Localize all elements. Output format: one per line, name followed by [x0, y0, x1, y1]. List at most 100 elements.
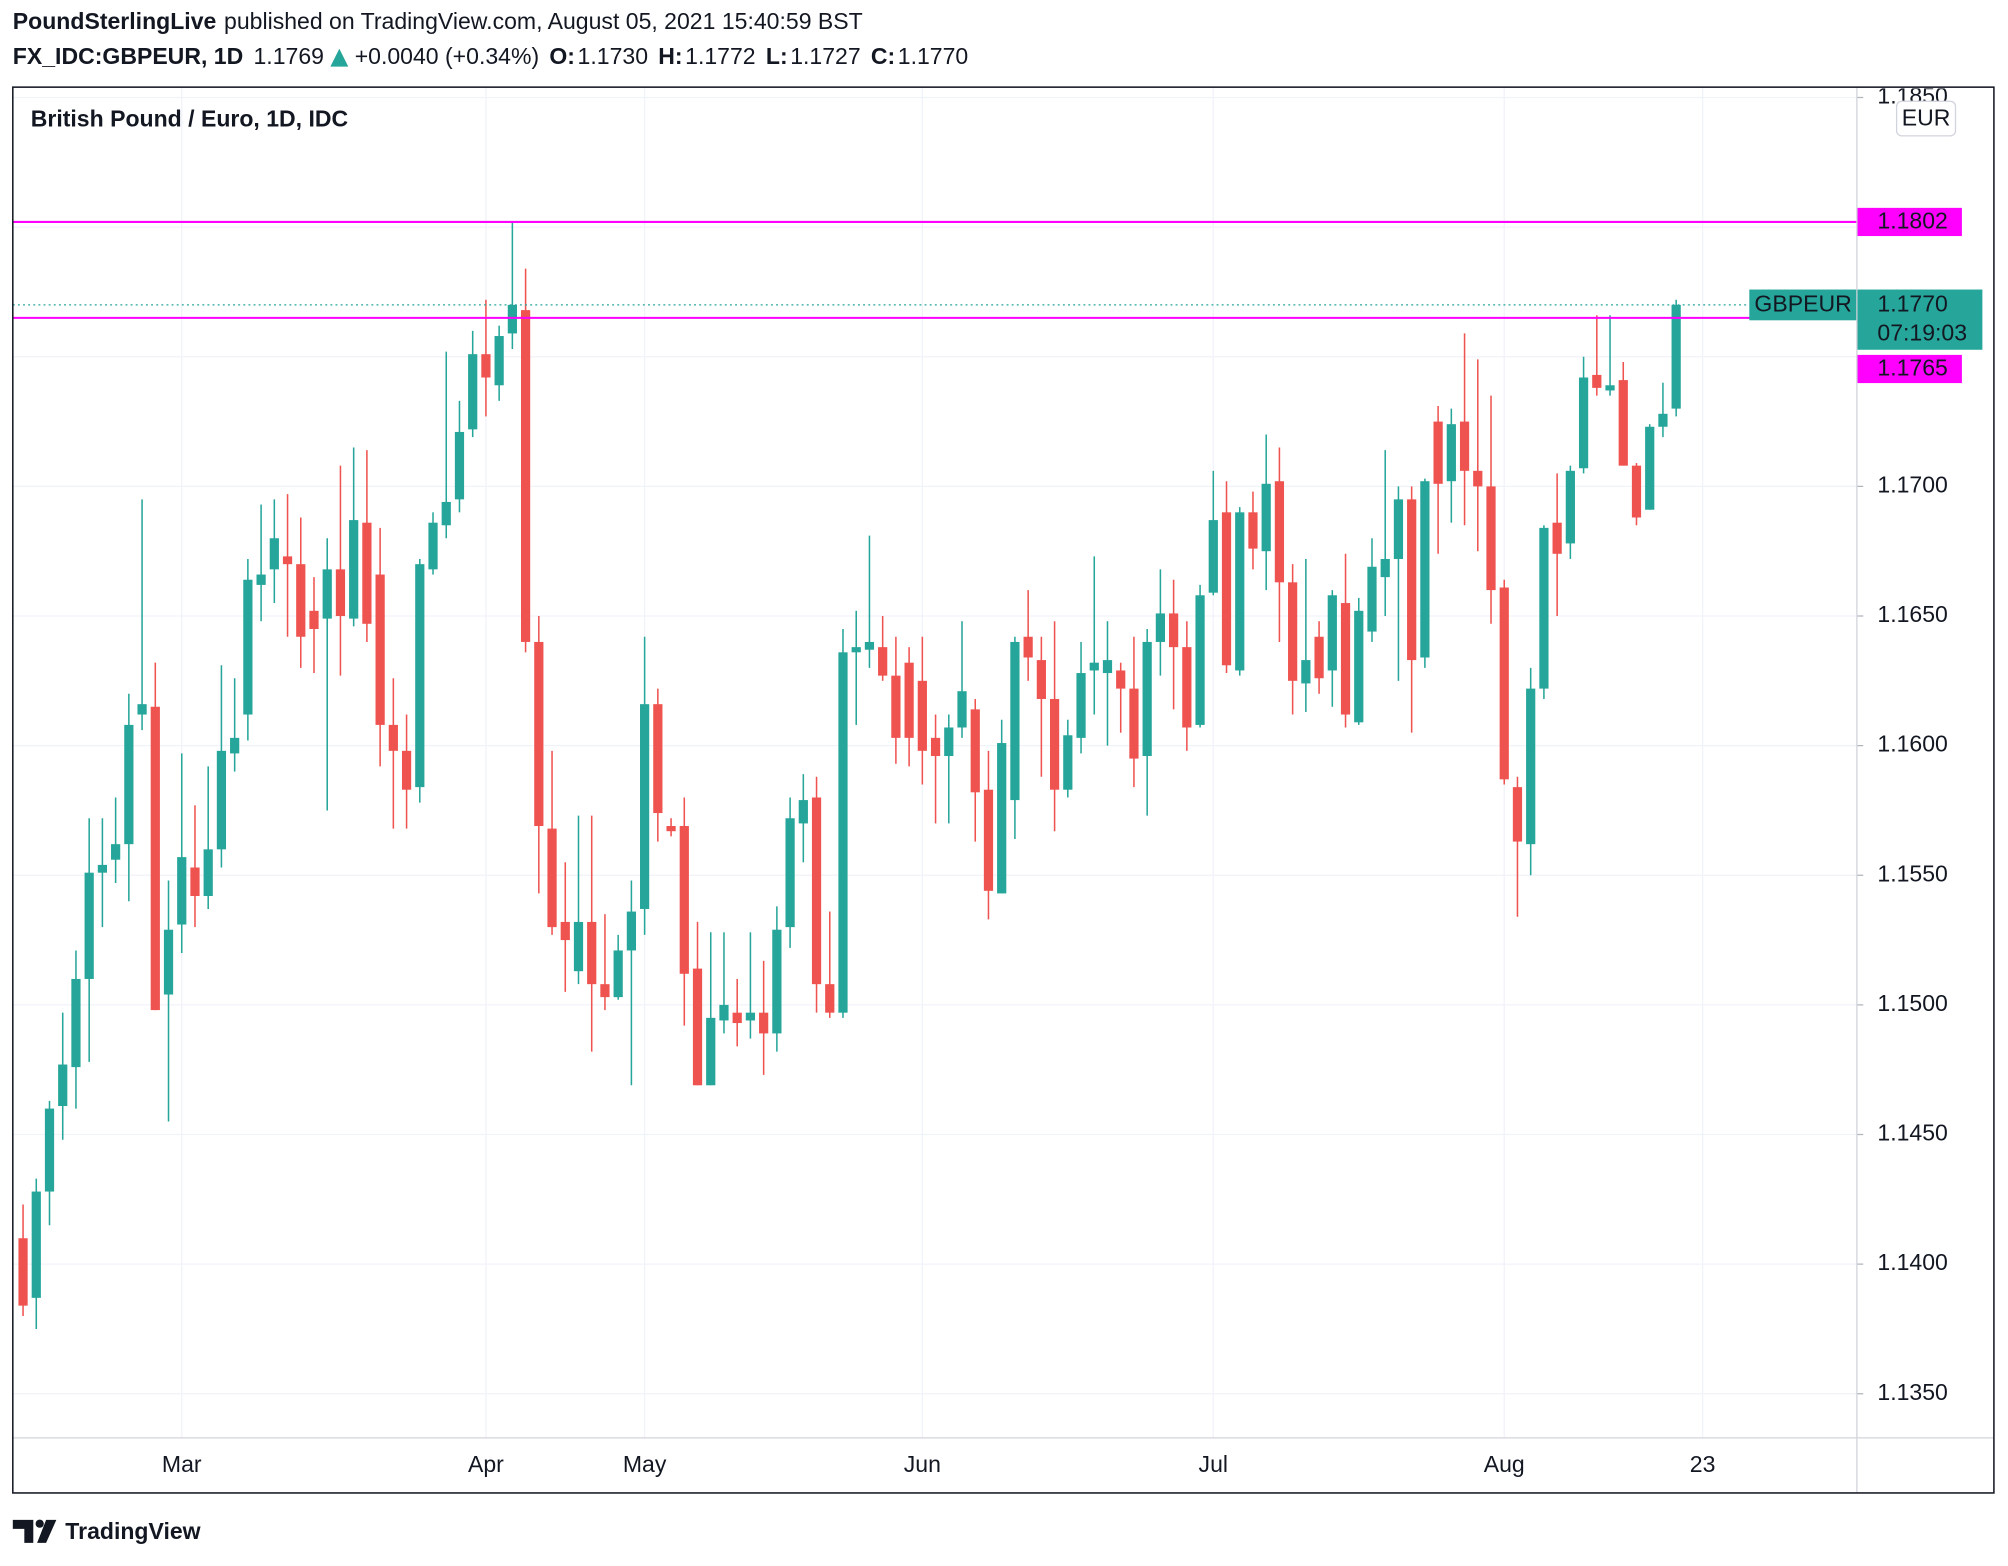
candle-body — [18, 1238, 28, 1306]
y-tick-label: 1.1550 — [1877, 860, 1947, 886]
candle-body — [851, 647, 861, 653]
candle-body — [1578, 377, 1589, 469]
y-tick-label: 1.1350 — [1877, 1379, 1947, 1405]
candle-body — [1023, 636, 1033, 658]
candle-body — [626, 911, 637, 951]
currency-button[interactable] — [1895, 100, 1957, 137]
candle-body — [322, 569, 332, 619]
candle-body — [454, 431, 465, 500]
y-tick-label: 1.1500 — [1877, 990, 1947, 1016]
candle-body — [864, 641, 875, 650]
x-tick-label: Apr — [468, 1451, 504, 1477]
x-tick-label: Mar — [162, 1451, 202, 1477]
candle-body — [1327, 595, 1337, 671]
candle-body — [1089, 662, 1099, 671]
candle-body — [587, 921, 597, 985]
candle-body — [1036, 660, 1046, 699]
candle-body — [31, 1191, 41, 1298]
symbol-label: GBPEUR — [1754, 291, 1851, 317]
candle-body — [798, 800, 808, 824]
candle-body — [349, 520, 359, 619]
candle-body — [507, 304, 517, 334]
last-price-label: 1.1770 — [1877, 291, 1947, 317]
x-tick-label: Jul — [1199, 1451, 1228, 1477]
symbol: FX_IDC:GBPEUR, 1D — [13, 43, 243, 69]
ohlc-value: 1.1770 — [898, 43, 968, 69]
candle-body — [1288, 582, 1298, 681]
candle-body — [84, 872, 94, 979]
candle-body — [573, 921, 584, 972]
chart-border — [12, 86, 1995, 1494]
candle-body — [1407, 499, 1417, 661]
chart-title: British Pound / Euro, 1D, IDC — [31, 106, 349, 132]
candle-body — [891, 675, 901, 738]
y-tick-label: 1.1400 — [1877, 1249, 1947, 1275]
candle-body — [1658, 413, 1668, 427]
candle-body — [745, 1012, 756, 1021]
symbol-label-box — [1749, 289, 1857, 321]
candle-body — [1274, 481, 1285, 583]
currency-label[interactable]: EUR — [1902, 104, 1951, 130]
candle-body — [1512, 787, 1523, 842]
candle-body — [1010, 641, 1020, 801]
candle-body — [759, 1012, 769, 1034]
candle-body — [256, 574, 266, 585]
candle-body — [653, 704, 663, 814]
candle-body — [163, 929, 174, 995]
candle-body — [944, 727, 954, 757]
candle-body — [1314, 636, 1324, 679]
candle-body — [997, 743, 1007, 894]
candle-body — [1433, 421, 1443, 484]
candle-body — [388, 724, 398, 751]
candle-body — [1499, 587, 1509, 780]
overlay: PoundSterlingLive published on TradingVie… — [13, 8, 1983, 1477]
candle-body — [1235, 512, 1245, 671]
ohlc-label: C: — [871, 43, 895, 69]
candle-body — [679, 826, 689, 974]
candle-body — [983, 789, 994, 891]
candle-body — [309, 610, 319, 629]
logo-text: TradingView — [65, 1518, 200, 1544]
candle-body — [1155, 613, 1166, 642]
candle-body — [878, 647, 888, 676]
candle-body — [296, 564, 306, 637]
candle-body — [1116, 670, 1126, 689]
candle-body — [772, 929, 782, 1034]
last-price-box — [1856, 289, 1983, 350]
candle-body — [1367, 566, 1377, 632]
candle-body — [957, 691, 967, 728]
candle-body — [1446, 424, 1456, 482]
candle-body — [917, 680, 927, 751]
y-tick-label: 1.1450 — [1877, 1120, 1947, 1146]
candle-body — [706, 1017, 716, 1086]
candle-body — [111, 844, 121, 860]
change-arrow — [330, 48, 349, 67]
candle-body — [71, 978, 81, 1068]
logo-icon — [12, 1519, 57, 1543]
candle-body — [1565, 470, 1575, 544]
candle-body — [547, 828, 557, 928]
candle-body — [203, 849, 213, 897]
candle-body — [1221, 512, 1232, 666]
candle-body — [1195, 595, 1205, 725]
candle-body — [468, 354, 478, 430]
candle-body — [1539, 527, 1549, 689]
candle-body — [1671, 304, 1681, 409]
candle-body — [1129, 688, 1139, 759]
price-axis: 1.1350 1.1400 1.1450 1.1500 1.1550 1.1600 1.16… — [1856, 88, 1948, 1405]
candle-body — [904, 662, 914, 738]
candle-body — [1063, 735, 1073, 790]
y-tick-label: 1.1600 — [1877, 731, 1947, 757]
candle-body — [1473, 470, 1483, 487]
candle-body — [534, 641, 544, 827]
candle-body — [1393, 499, 1404, 559]
candle-body — [838, 652, 848, 1013]
candle-body — [335, 569, 346, 617]
candle-body — [666, 826, 676, 832]
candle-body — [481, 354, 491, 378]
candle-body — [1631, 465, 1642, 518]
candle-body — [1354, 610, 1364, 723]
candle-body — [930, 737, 941, 757]
last-price: 1.1769 — [253, 43, 323, 69]
candle-body — [243, 579, 253, 715]
